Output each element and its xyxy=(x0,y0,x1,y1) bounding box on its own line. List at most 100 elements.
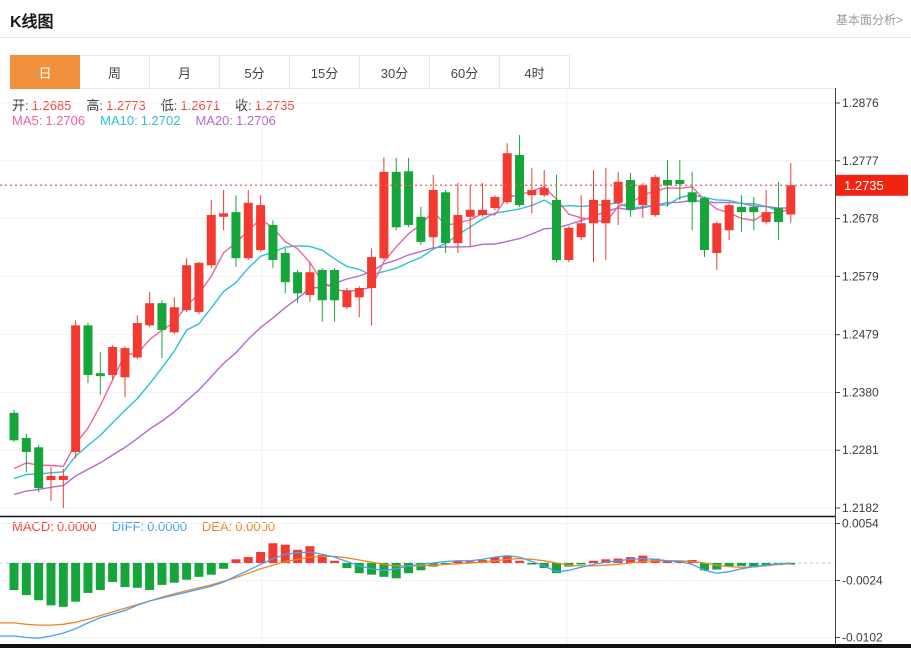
tab-4时[interactable]: 4时 xyxy=(500,55,570,89)
candle-body xyxy=(441,192,451,244)
candle-body xyxy=(330,269,340,301)
bottom-border xyxy=(0,644,911,648)
macd-bar xyxy=(58,562,68,607)
macd-axis-label: -0.0102 xyxy=(842,631,883,645)
candle-body xyxy=(169,307,179,333)
tab-15分[interactable]: 15分 xyxy=(290,55,360,89)
macd-bar xyxy=(317,554,327,563)
candle-body xyxy=(712,223,722,253)
candle-body xyxy=(354,287,364,298)
macd-bar xyxy=(416,562,426,571)
candle-body xyxy=(219,213,229,217)
candle-body xyxy=(490,196,500,209)
price-axis-label: 1.2876 xyxy=(842,96,879,110)
candle-body xyxy=(83,325,93,375)
macd-bar xyxy=(626,557,635,563)
candle-body xyxy=(157,303,167,331)
tab-60分[interactable]: 60分 xyxy=(430,55,500,89)
macd-bar xyxy=(662,560,672,563)
macd-bar xyxy=(699,562,709,571)
candle-body xyxy=(478,209,488,216)
macd-bar xyxy=(478,560,488,563)
fundamental-analysis-link[interactable]: 基本面分析> xyxy=(835,13,903,27)
candle-body xyxy=(404,171,414,225)
diff-line xyxy=(0,551,791,639)
tab-周[interactable]: 周 xyxy=(80,55,150,89)
candle-body xyxy=(589,199,599,224)
candle-body xyxy=(699,198,709,251)
macd-bar xyxy=(46,562,56,606)
candle-body xyxy=(194,262,204,312)
candle-body xyxy=(428,189,438,238)
macd-bar xyxy=(120,562,130,588)
candle-body xyxy=(58,475,68,480)
macd-bar xyxy=(638,555,648,563)
candle-body xyxy=(736,206,746,213)
candle-body xyxy=(527,189,537,196)
macd-bar xyxy=(330,560,340,563)
macd-bar xyxy=(736,562,746,566)
macd-bar xyxy=(342,562,352,569)
macd-bar xyxy=(589,560,599,563)
price-axis-label: 1.2380 xyxy=(842,385,879,399)
candle-body xyxy=(256,205,266,251)
candle-body xyxy=(465,209,475,217)
macd-bar xyxy=(132,562,142,588)
last-price-badge xyxy=(836,174,908,196)
candle-body xyxy=(34,447,44,489)
price-axis-label: 1.2479 xyxy=(842,328,879,342)
candle-body xyxy=(552,199,562,260)
macd-bar xyxy=(724,562,734,567)
tab-5分[interactable]: 5分 xyxy=(220,55,290,89)
kline-chart[interactable]: 1.2876 1.2777 1.2678 1.2579 1.2479 1.2380 1.22… xyxy=(0,88,911,649)
macd-bar xyxy=(354,562,364,574)
macd-bar xyxy=(268,543,278,563)
macd-bar xyxy=(157,562,167,585)
candle-body xyxy=(650,177,660,216)
macd-bar xyxy=(453,561,463,563)
macd-bar xyxy=(576,562,586,565)
macd-bar xyxy=(71,562,81,602)
macd-bar xyxy=(293,549,303,563)
macd-bar xyxy=(552,562,562,574)
tab-日[interactable]: 日 xyxy=(10,55,80,89)
price-axis-label: 1.2678 xyxy=(842,212,879,226)
candle-body xyxy=(108,346,118,375)
candle-body xyxy=(71,325,81,452)
macd-bar xyxy=(108,562,118,582)
macd-bar xyxy=(305,546,315,563)
candle-body xyxy=(280,252,290,283)
candle-body xyxy=(206,215,216,266)
macd-bar xyxy=(404,562,414,574)
tab-30分[interactable]: 30分 xyxy=(360,55,430,89)
candle-body xyxy=(317,269,327,301)
macd-bar xyxy=(182,562,192,580)
macd-bar xyxy=(95,562,105,590)
macd-axis-label: 0.0054 xyxy=(842,517,879,531)
candle-body xyxy=(21,437,31,452)
ma10-line xyxy=(13,194,791,480)
candle-body xyxy=(46,475,56,480)
macd-bar xyxy=(527,562,537,565)
candle-body xyxy=(576,223,586,238)
candle-body xyxy=(539,188,549,196)
candle-body xyxy=(379,171,389,259)
candle-body xyxy=(761,212,771,223)
macd-axis-label: -0.0024 xyxy=(842,574,883,588)
candle-body xyxy=(268,224,278,260)
candle-body xyxy=(391,171,401,228)
candle-body xyxy=(243,202,253,259)
candle-body xyxy=(749,206,759,213)
page-title: K线图 xyxy=(10,14,54,31)
candle-body xyxy=(120,348,130,378)
macd-bar xyxy=(749,562,759,568)
candle-body xyxy=(613,181,623,203)
candle-body xyxy=(786,185,796,215)
macd-bar xyxy=(34,562,44,601)
last-price-badge-label: 1.2735 xyxy=(844,178,884,193)
candle-body xyxy=(638,185,648,206)
candle-body xyxy=(231,212,241,259)
tab-月[interactable]: 月 xyxy=(150,55,220,89)
candle-body xyxy=(342,290,352,308)
